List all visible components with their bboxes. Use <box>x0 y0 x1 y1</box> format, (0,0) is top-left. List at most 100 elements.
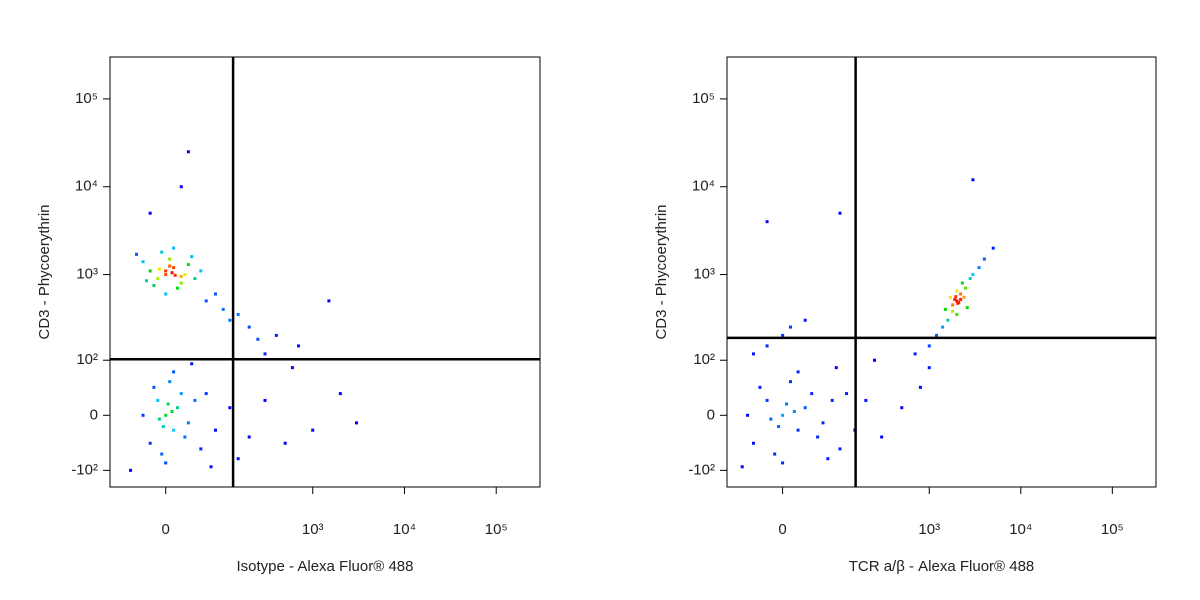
event-dot <box>166 402 170 406</box>
event-dot <box>960 281 964 285</box>
event-dot <box>964 286 968 290</box>
x-axis-label: Isotype - Alexa Fluor® 488 <box>237 558 414 575</box>
event-dot <box>172 428 176 432</box>
event-dot <box>746 413 750 417</box>
event-dot <box>769 417 773 421</box>
event-dot <box>213 292 217 296</box>
event-dot <box>880 435 884 439</box>
event-dot <box>183 273 187 277</box>
event-dot <box>927 344 931 348</box>
y-tick-label: 0 <box>90 406 98 423</box>
event-dot <box>199 447 203 451</box>
event-dot <box>941 325 945 329</box>
event-dot <box>991 246 995 250</box>
y-tick-label: 10⁴ <box>75 178 98 195</box>
event-dot <box>816 435 820 439</box>
event-dot <box>951 303 955 307</box>
event-dot <box>943 307 947 311</box>
event-dot <box>959 297 963 301</box>
event-dot <box>148 269 152 273</box>
event-dot <box>765 398 769 402</box>
x-tick-label: 10⁴ <box>1009 521 1032 538</box>
event-dot <box>164 273 168 277</box>
event-dot <box>954 295 958 299</box>
event-dot <box>935 333 939 337</box>
event-dot <box>209 465 213 469</box>
event-dot <box>810 392 814 396</box>
event-dot <box>168 257 172 261</box>
event-dot <box>236 457 240 461</box>
y-tick-label: 10² <box>693 351 715 368</box>
plot: 0 10³ 10⁴ 10⁵ -10² 0 10² 10³ 10⁴ 10⁵ Isotype - Ale… <box>36 56 541 575</box>
x-tick-label: 10³ <box>918 521 940 538</box>
event-dot <box>297 344 301 348</box>
event-dot <box>927 366 931 370</box>
event-dot <box>971 273 975 277</box>
event-dot <box>164 269 168 273</box>
event-dot <box>740 465 744 469</box>
event-dot <box>186 421 190 425</box>
event-dot <box>173 273 177 277</box>
event-dot <box>179 185 183 189</box>
event-dot <box>172 246 176 250</box>
event-dot <box>290 366 294 370</box>
event-dot <box>156 277 160 281</box>
event-dot <box>838 447 842 451</box>
event-dot <box>190 255 194 259</box>
event-dot <box>170 409 174 413</box>
event-dot <box>148 441 152 445</box>
y-tick-label: 10² <box>76 351 98 368</box>
event-dot <box>179 275 183 279</box>
event-dot <box>948 295 952 299</box>
event-dot <box>803 318 807 322</box>
event-dot <box>156 398 160 402</box>
event-dot <box>781 333 785 337</box>
y-axis-label: CD3 - Phycoerythrin <box>36 204 53 339</box>
event-dot <box>172 370 176 374</box>
event-dot <box>962 295 966 299</box>
plot-frame <box>109 56 541 488</box>
event-dot <box>773 452 777 456</box>
event-dot <box>955 299 959 303</box>
event-dot <box>354 421 358 425</box>
event-dot <box>204 299 208 303</box>
plot-frame <box>726 56 1157 488</box>
event-dot <box>160 250 164 254</box>
event-dot <box>918 385 922 389</box>
y-tick-label: 10⁵ <box>75 90 98 107</box>
event-dot <box>152 284 156 288</box>
event-dot <box>826 457 830 461</box>
event-dot <box>311 428 315 432</box>
event-dot <box>179 392 183 396</box>
event-dot <box>193 277 197 281</box>
x-tick-label: 0 <box>162 521 170 538</box>
event-dot <box>160 452 164 456</box>
event-dot <box>900 406 904 410</box>
event-dot <box>129 468 133 472</box>
event-dot <box>141 413 145 417</box>
event-dot <box>792 409 796 413</box>
event-dot <box>263 352 267 356</box>
event-dot <box>781 461 785 465</box>
event-dot <box>959 292 963 296</box>
event-dot <box>164 413 168 417</box>
event-dot <box>751 441 755 445</box>
event-dot <box>183 435 187 439</box>
event-dot <box>247 435 251 439</box>
event-dot <box>781 413 785 417</box>
event-dot <box>968 277 972 281</box>
event-dot <box>175 406 179 410</box>
x-tick-label: 10⁵ <box>485 521 508 538</box>
event-dot <box>213 428 217 432</box>
y-axis-label: CD3 - Phycoerythrin <box>653 204 670 339</box>
event-dot <box>946 318 950 322</box>
event-dot <box>168 380 172 384</box>
event-dot <box>982 257 986 261</box>
event-dot <box>148 211 152 215</box>
event-dot <box>193 398 197 402</box>
event-dot <box>821 421 825 425</box>
event-dot <box>751 352 755 356</box>
event-dot <box>953 297 957 301</box>
event-dot <box>956 301 960 305</box>
